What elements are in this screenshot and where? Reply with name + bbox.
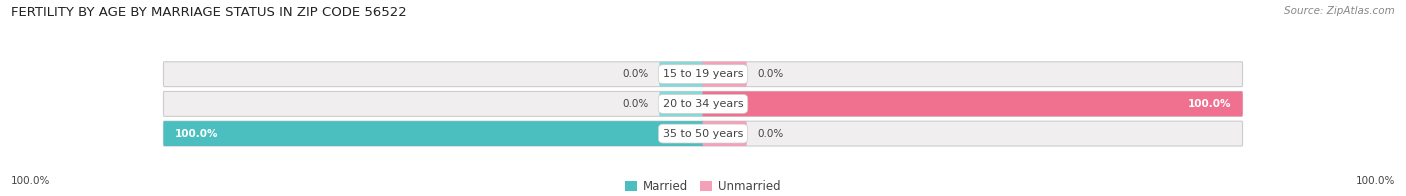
FancyBboxPatch shape: [659, 62, 703, 87]
FancyBboxPatch shape: [703, 92, 1243, 116]
FancyBboxPatch shape: [163, 62, 703, 87]
FancyBboxPatch shape: [163, 121, 703, 146]
Text: 100.0%: 100.0%: [11, 176, 51, 186]
FancyBboxPatch shape: [703, 62, 747, 87]
Text: 35 to 50 years: 35 to 50 years: [662, 129, 744, 139]
Text: 100.0%: 100.0%: [174, 129, 218, 139]
Text: 0.0%: 0.0%: [623, 99, 650, 109]
Text: 100.0%: 100.0%: [1188, 99, 1232, 109]
FancyBboxPatch shape: [703, 92, 1243, 116]
FancyBboxPatch shape: [163, 92, 703, 116]
Legend: Married, Unmarried: Married, Unmarried: [620, 175, 786, 196]
FancyBboxPatch shape: [659, 92, 703, 116]
Text: Source: ZipAtlas.com: Source: ZipAtlas.com: [1284, 6, 1395, 16]
Text: 0.0%: 0.0%: [623, 69, 650, 79]
Text: 100.0%: 100.0%: [1355, 176, 1395, 186]
FancyBboxPatch shape: [703, 121, 1243, 146]
Text: 20 to 34 years: 20 to 34 years: [662, 99, 744, 109]
FancyBboxPatch shape: [703, 121, 747, 146]
FancyBboxPatch shape: [163, 121, 703, 146]
Text: 0.0%: 0.0%: [756, 129, 783, 139]
Text: 0.0%: 0.0%: [756, 69, 783, 79]
FancyBboxPatch shape: [703, 62, 1243, 87]
Text: 15 to 19 years: 15 to 19 years: [662, 69, 744, 79]
Text: FERTILITY BY AGE BY MARRIAGE STATUS IN ZIP CODE 56522: FERTILITY BY AGE BY MARRIAGE STATUS IN Z…: [11, 6, 406, 19]
